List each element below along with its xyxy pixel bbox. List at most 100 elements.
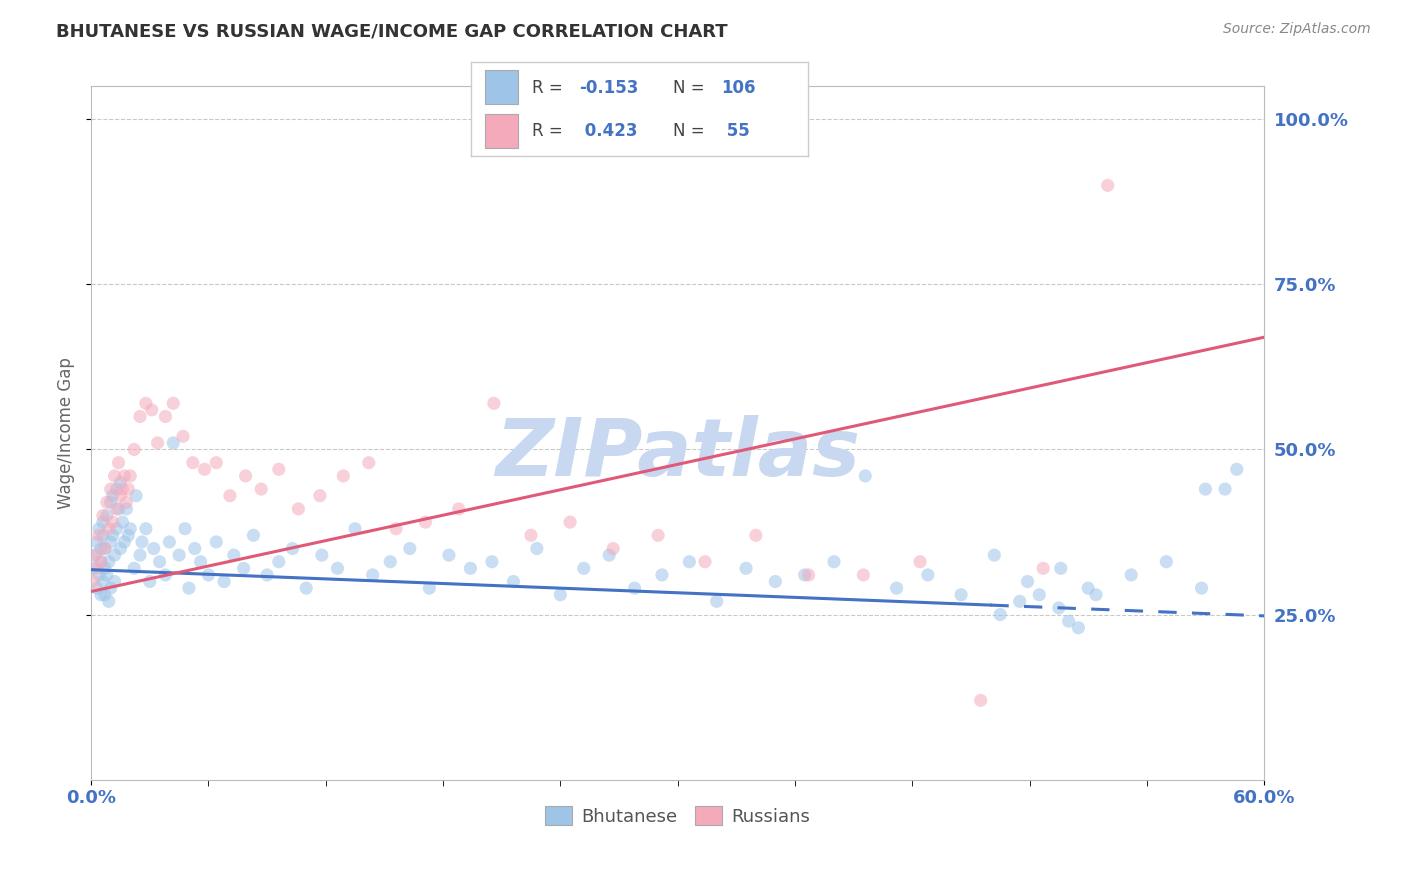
Point: [139, 574, 162, 589]
Point: [281, 541, 304, 556]
Point: [678, 555, 700, 569]
Point: [86, 561, 108, 575]
Point: [380, 555, 402, 569]
Point: [969, 693, 991, 707]
Point: [526, 541, 548, 556]
Point: [415, 515, 437, 529]
Point: [105, 502, 128, 516]
Point: [107, 456, 129, 470]
Point: [745, 528, 768, 542]
Point: [107, 502, 129, 516]
Point: [97, 522, 120, 536]
Point: [155, 568, 177, 582]
Y-axis label: Wage/Income Gap: Wage/Income Gap: [58, 357, 75, 509]
Point: [1047, 601, 1070, 615]
Point: [332, 469, 354, 483]
Point: [502, 574, 524, 589]
Point: [104, 548, 127, 562]
Point: [295, 581, 318, 595]
Point: [852, 568, 875, 582]
Point: [1077, 581, 1099, 595]
Point: [1097, 178, 1119, 193]
Point: [112, 469, 135, 483]
Point: [91, 508, 114, 523]
Point: [344, 522, 367, 536]
Point: [482, 396, 505, 410]
Point: [162, 396, 184, 410]
Point: [481, 555, 503, 569]
FancyBboxPatch shape: [485, 70, 519, 103]
Point: [97, 555, 120, 569]
Point: [104, 469, 127, 483]
Point: [212, 574, 235, 589]
Point: [205, 535, 228, 549]
Point: [135, 522, 157, 536]
Point: [326, 561, 349, 575]
Point: [184, 541, 207, 556]
Point: [572, 561, 595, 575]
Point: [86, 535, 108, 549]
Point: [447, 502, 470, 516]
Point: [122, 561, 145, 575]
Point: [90, 555, 112, 569]
Point: [94, 561, 117, 575]
Point: [84, 548, 107, 562]
Point: [598, 548, 620, 562]
Point: [1028, 588, 1050, 602]
Point: [361, 568, 384, 582]
Point: [120, 469, 142, 483]
Point: [357, 456, 380, 470]
Point: [129, 409, 152, 424]
Point: [520, 528, 543, 542]
Point: [988, 607, 1011, 622]
Point: [550, 588, 572, 602]
Point: [131, 535, 153, 549]
Text: ZIPatlas: ZIPatlas: [495, 415, 860, 492]
Point: [141, 403, 163, 417]
Point: [823, 555, 845, 569]
Point: [232, 561, 254, 575]
Point: [647, 528, 669, 542]
Point: [1156, 555, 1178, 569]
Point: [1213, 482, 1236, 496]
Text: -0.153: -0.153: [579, 78, 638, 96]
Point: [105, 522, 128, 536]
Point: [242, 528, 264, 542]
Point: [602, 541, 624, 556]
FancyBboxPatch shape: [485, 114, 519, 148]
Point: [155, 409, 177, 424]
Point: [418, 581, 440, 595]
Point: [193, 462, 215, 476]
Point: [558, 515, 581, 529]
Point: [94, 588, 117, 602]
Point: [1017, 574, 1039, 589]
Point: [256, 568, 278, 582]
Point: [162, 436, 184, 450]
Point: [190, 555, 212, 569]
Point: [651, 568, 673, 582]
Point: [1226, 462, 1249, 476]
Point: [111, 482, 134, 496]
Text: 55: 55: [721, 122, 749, 140]
Point: [222, 548, 245, 562]
Point: [267, 555, 290, 569]
Point: [84, 548, 107, 562]
Point: [94, 541, 117, 556]
Point: [100, 535, 122, 549]
Point: [1194, 482, 1216, 496]
Point: [950, 588, 973, 602]
Point: [1049, 561, 1071, 575]
Point: [110, 489, 132, 503]
Point: [142, 541, 165, 556]
Point: [122, 442, 145, 457]
Point: [117, 482, 139, 496]
Text: 0.423: 0.423: [579, 122, 637, 140]
Point: [267, 462, 290, 476]
Point: [94, 541, 117, 556]
Point: [100, 482, 122, 496]
Text: N =: N =: [673, 122, 710, 140]
Point: [90, 555, 112, 569]
Point: [96, 508, 118, 523]
Point: [90, 541, 112, 556]
Point: [172, 429, 194, 443]
